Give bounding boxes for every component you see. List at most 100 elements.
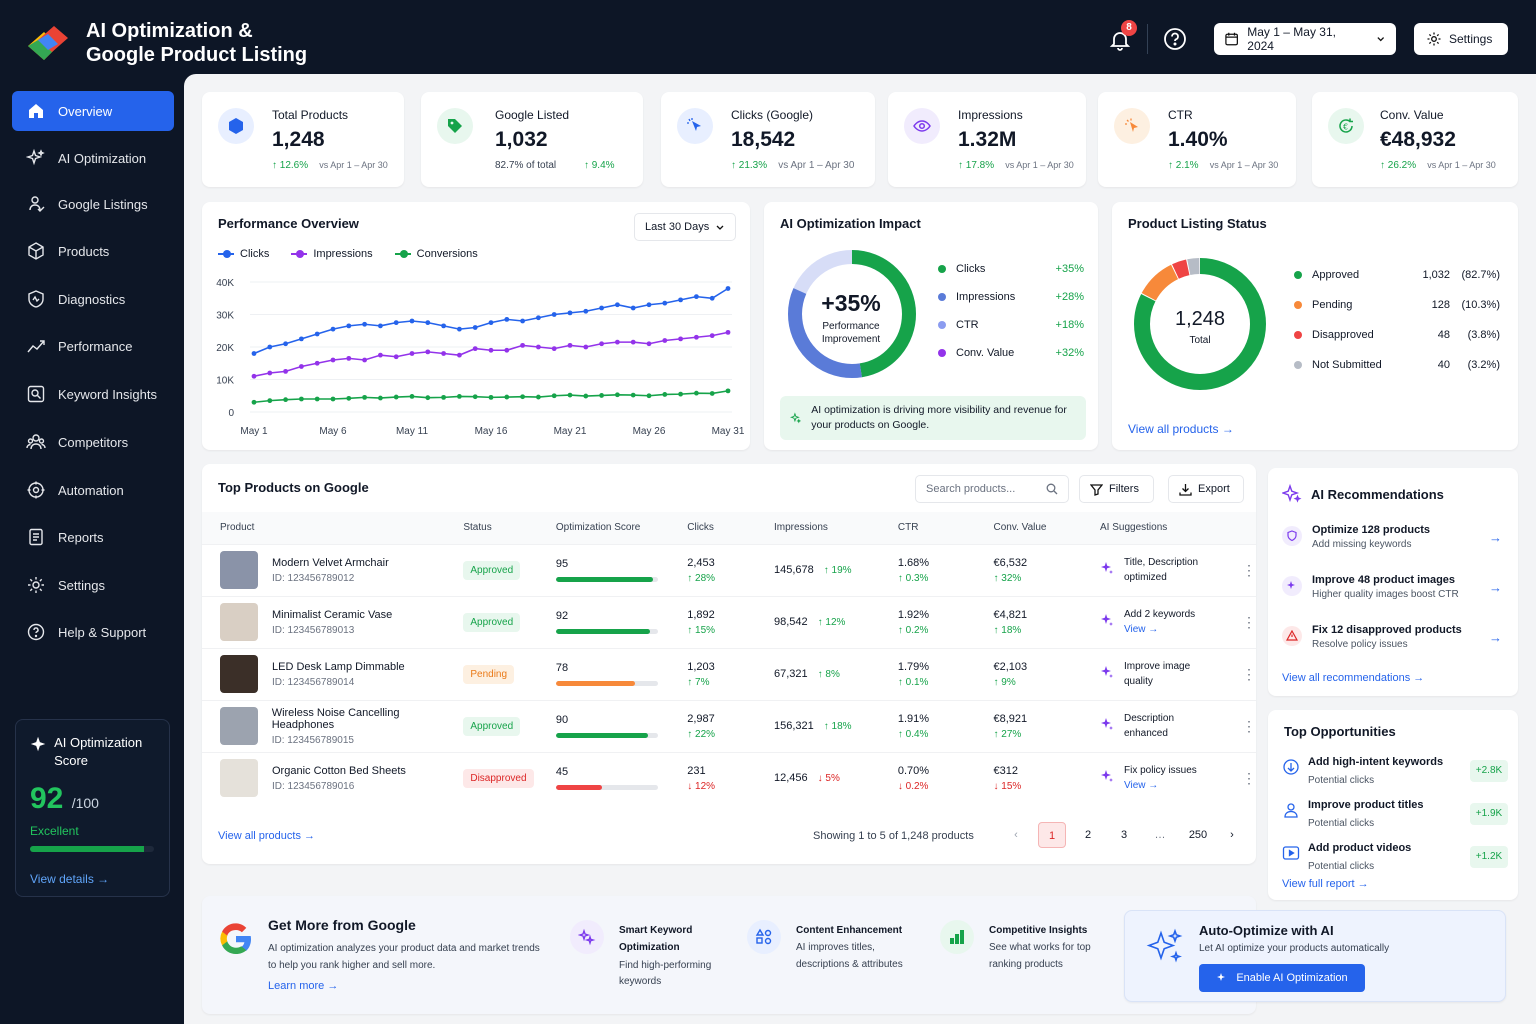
recommendation-subtitle: Resolve policy issues — [1312, 639, 1408, 650]
table-row[interactable]: Modern Velvet Armchair ID: 123456789012 Ap… — [202, 543, 1256, 596]
performance-title: Performance Overview — [218, 216, 359, 231]
sidebar-item-performance[interactable]: Performance — [12, 326, 174, 366]
search-icon — [1046, 483, 1058, 495]
opportunity-item[interactable]: Improve product titles Potential clicks … — [1282, 799, 1508, 833]
data-point-clicks — [678, 297, 683, 303]
table-row[interactable]: Wireless Noise Cancelling Headphones ID: … — [202, 699, 1256, 752]
data-point-clicks — [599, 305, 604, 311]
page-button[interactable]: 250 — [1188, 829, 1208, 841]
search-input[interactable]: Search products... — [915, 475, 1069, 503]
page-button[interactable]: 3 — [1120, 829, 1128, 841]
help-icon[interactable] — [1160, 24, 1190, 54]
impressions-change: ↑ 8% — [817, 668, 840, 680]
period-select[interactable]: Last 30 Days — [634, 213, 736, 241]
ai-suggestion-cell: Fix policy issues View → ⋮ — [1100, 751, 1256, 804]
data-point-clicks — [283, 341, 288, 347]
sidebar-item-settings[interactable]: Settings — [12, 565, 174, 605]
filters-button[interactable]: Filters — [1079, 475, 1154, 503]
view-details-label: View details — [30, 872, 94, 886]
sidebar-item-ai-optimization[interactable]: AI Optimization — [12, 138, 174, 178]
google-logo-icon — [220, 923, 251, 955]
ai-suggestion-line: Description — [1124, 713, 1175, 724]
arrow-right-icon: → — [1413, 672, 1425, 684]
sidebar-item-google-listings[interactable]: Google Listings — [12, 184, 174, 224]
sidebar-item-label: Performance — [58, 338, 133, 354]
column-header[interactable]: Impressions — [774, 512, 898, 544]
more-options-icon[interactable]: ⋮ — [1242, 717, 1256, 734]
prev-page-button[interactable]: ‹ — [1014, 829, 1018, 841]
ai-suggestion-view-link[interactable]: View → — [1124, 622, 1228, 637]
column-header[interactable]: Conv. Value — [993, 512, 1100, 544]
column-header[interactable]: Clicks — [687, 512, 774, 544]
data-point-impressions — [425, 349, 431, 355]
impact-banner: AI optimization is driving more visibili… — [780, 396, 1086, 440]
x-tick-label: May 1 — [240, 426, 268, 437]
recommendation-title: Improve 48 product images — [1312, 574, 1456, 586]
score-rating: Excellent — [30, 824, 79, 838]
status-dot — [1294, 331, 1302, 339]
optimization-score-bar — [555, 629, 658, 634]
sidebar-item-automation[interactable]: Automation — [12, 470, 174, 510]
sidebar-item-diagnostics[interactable]: Diagnostics — [12, 279, 174, 319]
kpi-label: Impressions — [958, 108, 1023, 122]
notifications-button[interactable]: 8 — [1104, 20, 1137, 56]
x-tick-label: May 6 — [319, 426, 347, 437]
optimization-score: 92 — [555, 610, 569, 622]
score-value: 92 /100 — [30, 782, 155, 816]
column-header[interactable]: Status — [463, 512, 556, 544]
enable-ai-optimization-button[interactable]: Enable AI Optimization — [1199, 964, 1365, 992]
more-options-icon[interactable]: ⋮ — [1242, 769, 1256, 786]
sidebar-item-help-support[interactable]: Help & Support — [12, 612, 174, 652]
sidebar-item-competitors[interactable]: Competitors — [12, 422, 174, 462]
more-options-icon[interactable]: ⋮ — [1242, 561, 1256, 578]
learn-more-link[interactable]: Learn more → — [268, 980, 338, 992]
sidebar-item-overview[interactable]: Overview — [12, 91, 174, 131]
opportunity-item[interactable]: Add product videos Potential clicks +1.2… — [1282, 842, 1508, 876]
competitors-icon — [26, 434, 46, 450]
ai-suggestion-view-link[interactable]: View → — [1124, 778, 1228, 793]
view-all-products-link[interactable]: View all products → — [1128, 422, 1234, 436]
impact-metric-row: Impressions +28% — [938, 291, 1084, 303]
data-point-clicks — [536, 315, 541, 321]
export-button[interactable]: Export — [1168, 475, 1244, 503]
data-point-impressions — [520, 342, 525, 348]
link-label: View all products — [218, 830, 301, 842]
pagination: ‹ 1 2 3 … 250 › — [1002, 822, 1246, 848]
product-id: ID: 123456789012 — [272, 572, 355, 584]
ai-suggestion-line: Fix policy issues — [1124, 765, 1197, 777]
recommendation-item[interactable]: Improve 48 product images Higher quality … — [1282, 574, 1502, 616]
series-line-impressions — [253, 331, 729, 378]
view-all-products-link[interactable]: View all products → — [218, 830, 315, 842]
sidebar-item-keyword-insights[interactable]: Keyword Insights — [12, 374, 174, 414]
page-button[interactable]: 1 — [1038, 822, 1066, 848]
recommendation-item[interactable]: Optimize 128 products Add missing keyword… — [1282, 524, 1502, 566]
table-row[interactable]: Minimalist Ceramic Vase ID: 123456789013 A… — [202, 595, 1256, 648]
sidebar-item-reports[interactable]: Reports — [12, 517, 174, 557]
data-point-conversions — [646, 393, 652, 399]
view-full-report-link[interactable]: View full report → — [1282, 878, 1369, 890]
data-point-conversions — [251, 399, 257, 405]
recommendation-item[interactable]: Fix 12 disapproved products Resolve polic… — [1282, 624, 1502, 666]
opportunity-item[interactable]: Add high-intent keywords Potential click… — [1282, 756, 1508, 790]
column-header[interactable]: CTR — [897, 512, 994, 544]
sidebar-item-products[interactable]: Products — [12, 231, 174, 271]
products-table: Product Status Optimization Score Clicks… — [202, 512, 1256, 804]
view-all-recommendations-link[interactable]: View all recommendations → — [1282, 672, 1424, 684]
more-options-icon[interactable]: ⋮ — [1242, 665, 1256, 682]
settings-button[interactable]: Settings — [1414, 23, 1508, 55]
optimization-score-bar — [555, 681, 658, 686]
next-page-button[interactable]: › — [1230, 829, 1234, 841]
target-icon — [1283, 759, 1299, 775]
date-range-picker[interactable]: May 1 – May 31, 2024 — [1214, 23, 1396, 55]
column-header[interactable]: Optimization Score — [555, 512, 688, 544]
column-header[interactable]: AI Suggestions — [1100, 512, 1256, 544]
view-details-link[interactable]: View details → — [30, 872, 155, 886]
app-title: AI Optimization & Google Product Listing — [86, 19, 346, 67]
table-row[interactable]: Organic Cotton Bed Sheets ID: 12345678901… — [202, 751, 1256, 804]
chevron-down-icon — [716, 225, 724, 230]
table-row[interactable]: LED Desk Lamp Dimmable ID: 123456789014 Pe… — [202, 647, 1256, 700]
page-button[interactable]: 2 — [1084, 829, 1092, 841]
more-options-icon[interactable]: ⋮ — [1242, 613, 1256, 630]
column-header[interactable]: Product — [202, 512, 464, 544]
ctr-change: ↑ 0.4% — [897, 728, 929, 740]
